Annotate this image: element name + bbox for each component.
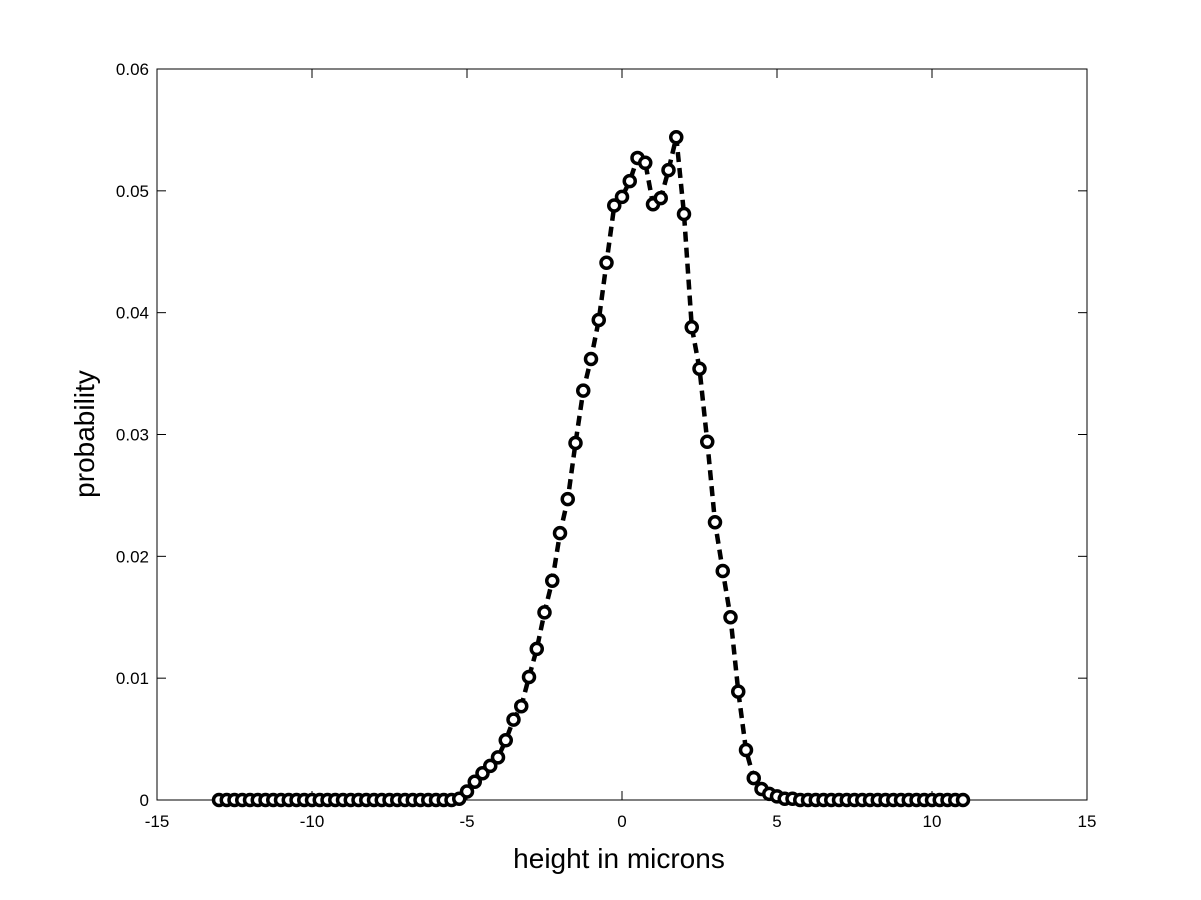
- x-tick-label: 10: [923, 812, 942, 831]
- axis-ticks: [156, 68, 1088, 801]
- y-tick-label: 0.02: [116, 547, 149, 566]
- y-tick-label: 0.03: [116, 426, 149, 445]
- data-point: [552, 525, 568, 541]
- data-point: [591, 312, 606, 328]
- x-tick-label: 0: [617, 812, 626, 831]
- data-point: [568, 435, 583, 451]
- data-point: [514, 698, 529, 714]
- data-point: [483, 758, 498, 774]
- data-point: [560, 491, 575, 507]
- data-point: [599, 255, 614, 270]
- data-point: [607, 198, 622, 213]
- data-point: [661, 162, 676, 178]
- data-point: [537, 605, 552, 620]
- data-point: [529, 641, 544, 657]
- data-point: [545, 573, 560, 588]
- data-point: [715, 563, 730, 579]
- data-point: [506, 712, 521, 727]
- data-point: [638, 155, 653, 171]
- data-point: [653, 190, 668, 206]
- data-point: [731, 684, 746, 699]
- data-point: [576, 383, 591, 398]
- tick-labels: -15 -10 -5 0 5 10 15 0 0.01 0.02 0.03 0.04 0.05 0.06: [116, 60, 1097, 831]
- y-tick-label: 0.01: [116, 669, 149, 688]
- data-point: [676, 206, 692, 222]
- x-tick-label: -15: [145, 812, 170, 831]
- data-point: [746, 770, 761, 786]
- data-point: [738, 742, 754, 758]
- x-tick-label: 5: [772, 812, 781, 831]
- x-tick-label: 15: [1078, 812, 1097, 831]
- data-series: [211, 129, 971, 808]
- data-point: [583, 351, 599, 367]
- data-point: [684, 320, 699, 335]
- data-point: [490, 750, 506, 765]
- data-point: [622, 173, 637, 189]
- data-point: [521, 669, 537, 685]
- y-tick-label: 0: [140, 791, 149, 810]
- x-axis-title: height in microns: [513, 843, 725, 874]
- x-tick-label: -10: [300, 812, 325, 831]
- data-point: [692, 361, 707, 376]
- data-point: [700, 434, 715, 450]
- data-point: [669, 129, 684, 145]
- y-tick-label: 0.06: [116, 60, 149, 79]
- data-point: [614, 189, 630, 205]
- y-tick-label: 0.04: [116, 304, 149, 323]
- data-point: [498, 733, 513, 748]
- data-point: [467, 774, 482, 789]
- data-point: [723, 610, 738, 625]
- x-tick-label: -5: [459, 812, 474, 831]
- data-point: [955, 792, 971, 808]
- data-point: [459, 784, 475, 799]
- y-axis-title: probability: [69, 370, 100, 498]
- data-point: [707, 514, 723, 530]
- y-tick-label: 0.05: [116, 182, 149, 201]
